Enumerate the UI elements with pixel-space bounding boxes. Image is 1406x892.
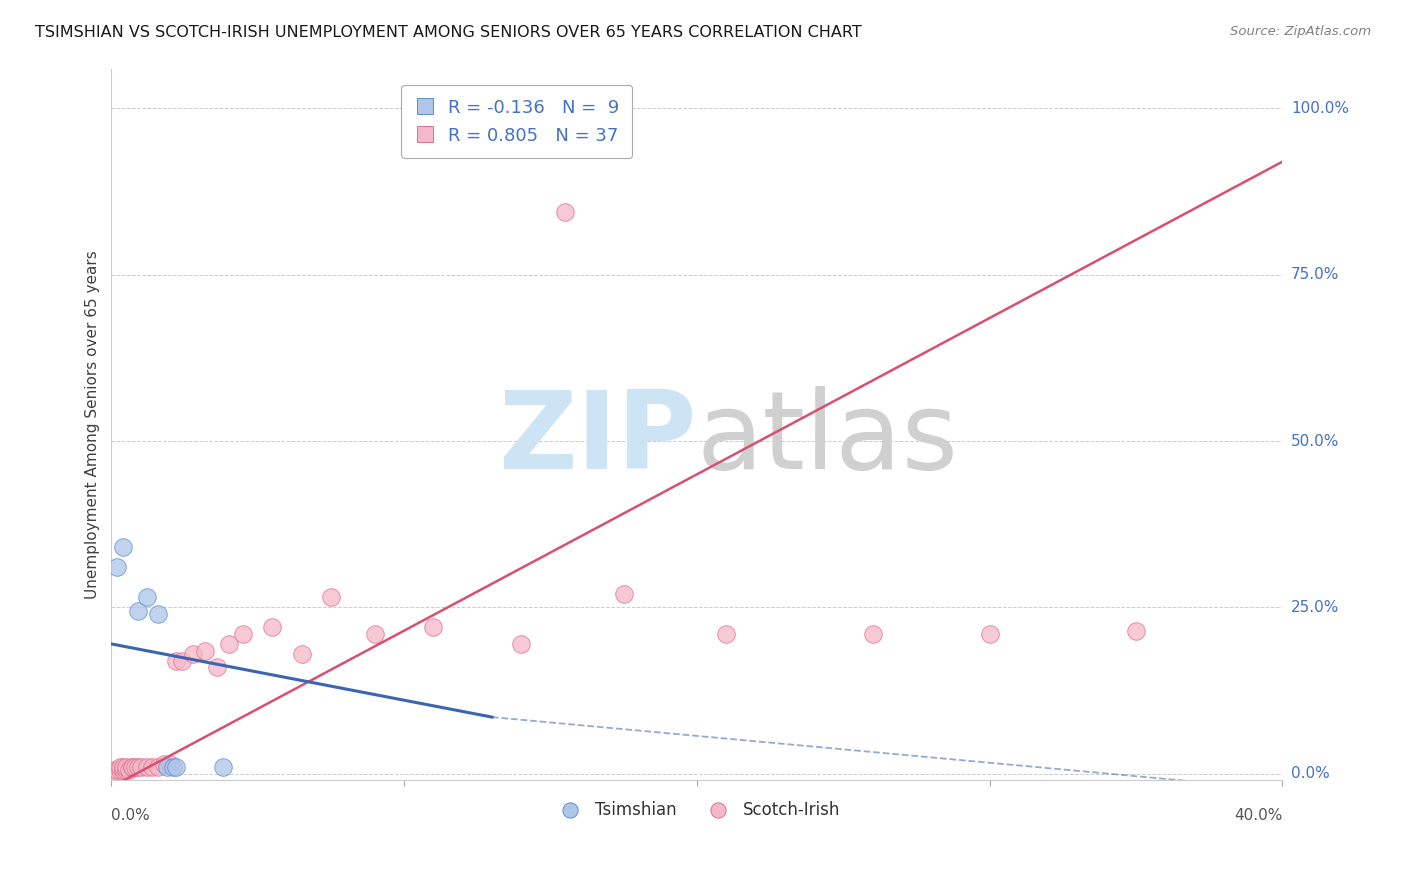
Point (979, 627, 1001, 641)
Point (862, 627, 884, 641)
Text: ZIP: ZIP (499, 385, 697, 491)
Point (319, 591, 342, 605)
Text: 50.0%: 50.0% (1291, 434, 1339, 449)
Point (148, 760, 170, 774)
Point (124, 760, 146, 774)
Point (211, 760, 233, 774)
Point (165, 760, 187, 774)
Point (716, 627, 738, 641)
Point (156, 760, 179, 774)
Point (170, 654, 193, 668)
Text: 40.0%: 40.0% (1234, 808, 1282, 823)
Point (105, 764, 128, 778)
Point (148, 607, 170, 621)
Text: TSIMSHIAN VS SCOTCH-IRISH UNEMPLOYMENT AMONG SENIORS OVER 65 YEARS CORRELATION C: TSIMSHIAN VS SCOTCH-IRISH UNEMPLOYMENT A… (35, 25, 862, 40)
Text: 0.0%: 0.0% (111, 808, 150, 823)
Point (112, 764, 135, 778)
Point (159, 756, 181, 771)
Text: Source: ZipAtlas.com: Source: ZipAtlas.com (1230, 25, 1371, 38)
Y-axis label: Unemployment Among Seniors over 65 years: Unemployment Among Seniors over 65 years (86, 250, 100, 599)
Text: 100.0%: 100.0% (1291, 101, 1348, 116)
Point (510, 637, 533, 651)
Legend: Tsimshian, Scotch-Irish: Tsimshian, Scotch-Irish (547, 794, 848, 825)
Point (105, 560, 128, 574)
Point (118, 764, 141, 778)
Point (121, 760, 143, 774)
Point (112, 760, 135, 774)
Text: 75.0%: 75.0% (1291, 268, 1339, 282)
Point (112, 541, 135, 555)
Point (262, 620, 284, 634)
Point (218, 637, 240, 651)
Point (103, 764, 125, 778)
Point (422, 620, 444, 634)
Point (108, 760, 131, 774)
Point (194, 643, 217, 657)
Text: 0.0%: 0.0% (1291, 766, 1330, 781)
Point (141, 760, 163, 774)
Point (162, 760, 184, 774)
Point (129, 760, 152, 774)
Point (364, 627, 387, 641)
Point (121, 760, 143, 774)
Text: 25.0%: 25.0% (1291, 599, 1339, 615)
Point (135, 591, 157, 605)
Point (153, 756, 176, 771)
Point (205, 660, 228, 674)
Point (135, 760, 157, 774)
Point (1125, 624, 1147, 638)
Point (115, 760, 138, 774)
Text: atlas: atlas (697, 385, 959, 491)
Point (127, 760, 149, 774)
Point (115, 764, 138, 778)
Point (165, 654, 187, 668)
Point (232, 627, 254, 641)
Point (613, 587, 636, 601)
Point (183, 647, 205, 661)
Point (554, 204, 576, 219)
Point (127, 604, 149, 618)
Point (108, 764, 131, 778)
Point (291, 647, 314, 661)
